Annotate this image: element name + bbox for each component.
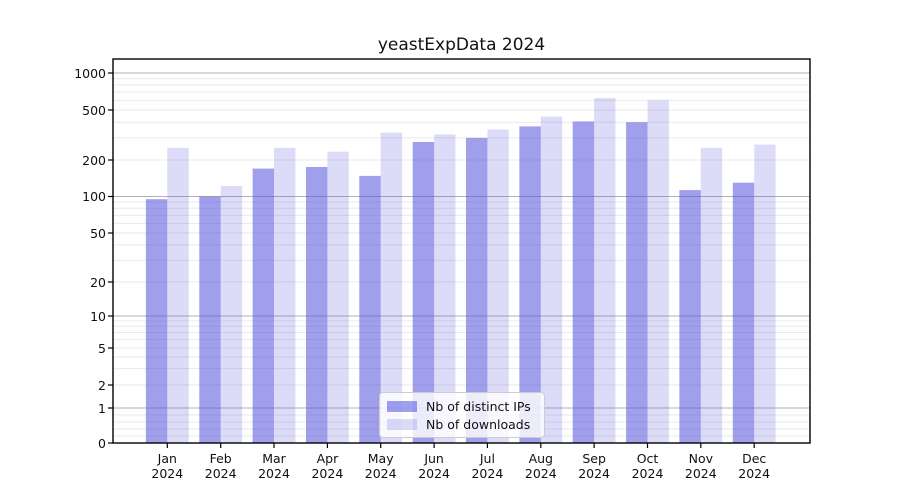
bar-nb-of-downloads-dec-2024	[754, 144, 776, 443]
bar-nb-of-distinct-ips-jun-2024	[412, 142, 435, 443]
bar-nb-of-distinct-ips-aug-2024	[519, 126, 541, 444]
bar-nb-of-downloads-apr-2024	[327, 151, 349, 443]
bar-nb-of-downloads-aug-2024	[540, 116, 563, 443]
bar-nb-of-distinct-ips-dec-2024	[732, 182, 755, 443]
legend-swatch-distinct-ips	[387, 400, 417, 412]
bar-nb-of-downloads-jan-2024	[167, 147, 189, 444]
legend: Nb of distinct IPs Nb of downloads	[379, 392, 545, 438]
bar-nb-of-downloads-may-2024	[380, 132, 403, 443]
legend-row-distinct-ips: Nb of distinct IPs	[387, 398, 536, 414]
bar-nb-of-distinct-ips-jul-2024	[466, 137, 488, 443]
bar-nb-of-downloads-jun-2024	[434, 134, 456, 443]
bar-nb-of-distinct-ips-jan-2024	[145, 199, 168, 443]
bar-nb-of-downloads-nov-2024	[700, 147, 723, 444]
bar-nb-of-distinct-ips-oct-2024	[626, 122, 648, 443]
bar-nb-of-distinct-ips-nov-2024	[679, 190, 701, 443]
legend-row-downloads: Nb of downloads	[387, 416, 536, 432]
legend-label-distinct-ips: Nb of distinct IPs	[426, 398, 531, 414]
bar-nb-of-distinct-ips-apr-2024	[306, 167, 328, 443]
bar-nb-of-downloads-jul-2024	[487, 129, 509, 443]
bar-nb-of-distinct-ips-sep-2024	[572, 121, 595, 443]
bar-nb-of-downloads-feb-2024	[220, 186, 243, 443]
bar-nb-of-distinct-ips-may-2024	[359, 175, 381, 443]
legend-label-downloads: Nb of downloads	[426, 416, 531, 432]
bar-nb-of-downloads-sep-2024	[594, 98, 616, 443]
bar-nb-of-distinct-ips-feb-2024	[199, 196, 221, 443]
bar-nb-of-downloads-oct-2024	[647, 100, 669, 444]
bar-nb-of-downloads-mar-2024	[274, 147, 296, 444]
bar-nb-of-distinct-ips-mar-2024	[252, 168, 274, 443]
legend-swatch-downloads	[387, 418, 417, 430]
plot-spines	[112, 58, 811, 444]
